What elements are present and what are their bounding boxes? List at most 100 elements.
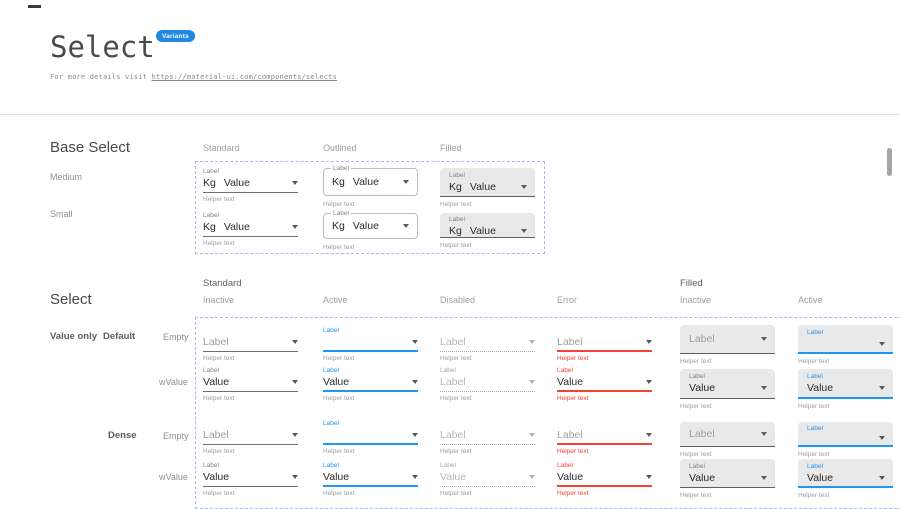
select-dense-inactive-empty[interactable]: Label Helper text (203, 419, 298, 455)
select-value: Value (440, 471, 467, 483)
dropdown-arrow-icon (521, 184, 527, 189)
helper-text: Helper text (798, 358, 830, 365)
select-filled-active-empty[interactable]: Label Helper text (798, 325, 893, 365)
kg-adornment: Kg (449, 180, 462, 193)
underline (203, 351, 298, 352)
helper-text: Helper text (680, 451, 712, 458)
select-standard-inactive-wvalue[interactable]: Label Value Helper text (203, 366, 298, 402)
helper-text: Helper text (557, 355, 589, 362)
base-select-dashed-outline (195, 161, 545, 254)
dropdown-arrow-icon (761, 385, 767, 390)
underline (557, 390, 652, 392)
dropdown-arrow-icon (879, 385, 885, 390)
filled-box: Label (798, 325, 893, 354)
filled-box: Label Value (798, 459, 893, 488)
row-label-wvalue: wValue (159, 377, 188, 387)
floating-label: Label (557, 367, 573, 374)
dropdown-arrow-icon (292, 340, 298, 344)
dropdown-arrow-icon (529, 340, 535, 344)
select-dense-inactive-wvalue[interactable]: Label Value Helper text (203, 461, 298, 497)
helper-text: Helper text (680, 492, 712, 499)
dropdown-arrow-icon (403, 224, 409, 228)
select-dense-error-empty[interactable]: Label Helper text (557, 419, 652, 455)
filled-box: Label Value (680, 369, 775, 399)
select-value: Value (469, 180, 496, 193)
details-link[interactable]: https://material-ui.com/components/selec… (151, 73, 337, 81)
floating-label: Label (449, 172, 465, 179)
select-filled-inactive-empty[interactable]: Label Helper text (680, 325, 775, 365)
state-header-inactive: Inactive (203, 295, 235, 305)
base-filled-small-select[interactable]: Label Kg Value Helper text (440, 213, 535, 249)
floating-label: Label (440, 367, 456, 374)
page-title: Select (50, 30, 155, 64)
scrollbar-thumb[interactable] (887, 148, 892, 176)
select-dense-active-empty[interactable]: Label Helper text (323, 419, 418, 455)
dropdown-arrow-icon (292, 380, 298, 384)
row-label-dense-empty: Empty (163, 431, 189, 441)
base-filled-medium-select[interactable]: Label Kg Value Helper text (440, 168, 535, 208)
underline (440, 486, 535, 487)
dropdown-arrow-icon (403, 180, 409, 184)
state-header-filled-inactive: Inactive (680, 295, 712, 305)
helper-text: Helper text (440, 395, 472, 402)
filled-box: Label Value (798, 369, 893, 399)
select-value: Value (323, 471, 350, 483)
select-dense-active-wvalue[interactable]: Label Value Helper text (323, 461, 418, 497)
dropdown-arrow-icon (292, 225, 298, 229)
select-filled-dense-active-wvalue[interactable]: Label Value Helper text (798, 459, 893, 499)
base-outlined-medium-select[interactable]: Label Kg Value Helper text (323, 165, 418, 208)
underline (440, 391, 535, 392)
select-value: Value (689, 381, 716, 394)
dropdown-arrow-icon (761, 475, 767, 480)
floating-label-slot (203, 326, 298, 335)
helper-text: Helper text (798, 403, 830, 410)
select-standard-active-empty[interactable]: Label Helper text (323, 326, 418, 362)
select-filled-active-wvalue[interactable]: Label Value Helper text (798, 369, 893, 410)
base-outlined-small-select[interactable]: Label Kg Value Helper text (323, 210, 418, 251)
underline (557, 485, 652, 487)
base-standard-small-select[interactable]: Label Kg Value Helper text (203, 211, 298, 247)
select-value: Value (223, 221, 250, 233)
filled-box: Label (680, 325, 775, 354)
floating-label: Label (323, 462, 339, 469)
helper-text: Helper text (323, 395, 355, 402)
dropdown-arrow-icon (412, 475, 418, 479)
dropdown-arrow-icon (879, 475, 885, 480)
select-standard-inactive-empty[interactable]: Label Helper text (203, 326, 298, 362)
select-standard-error-empty[interactable]: Label Helper text (557, 326, 652, 362)
dropdown-arrow-icon (529, 433, 535, 437)
floating-label: Label (203, 367, 219, 374)
floating-label: Label (323, 367, 339, 374)
row-label-empty: Empty (163, 332, 189, 342)
select-standard-error-wvalue[interactable]: Label Value Helper text (557, 366, 652, 402)
floating-label: Label (331, 165, 351, 173)
dropdown-arrow-icon (529, 380, 535, 384)
select-filled-dense-active-empty[interactable]: Label Helper text (798, 422, 893, 458)
select-value: Value (352, 176, 379, 188)
helper-text: Helper text (323, 355, 355, 362)
helper-text: Helper text (798, 492, 830, 499)
select-value: Value (323, 376, 350, 388)
select-value: Value (203, 471, 230, 483)
underline (323, 390, 418, 392)
dropdown-arrow-icon (761, 432, 767, 436)
top-left-dash (28, 5, 41, 8)
select-dense-error-wvalue[interactable]: Label Value Helper text (557, 461, 652, 497)
underline (440, 444, 535, 445)
base-standard-medium-select[interactable]: Label Kg Value Helper text (203, 167, 298, 203)
floating-label: Label (689, 373, 705, 380)
select-placeholder: Label (440, 336, 466, 348)
select-value: Value (557, 471, 584, 483)
select-value: Value (557, 376, 584, 388)
select-filled-inactive-wvalue[interactable]: Label Value Helper text (680, 369, 775, 410)
select-filled-dense-inactive-wvalue[interactable]: Label Value Helper text (680, 459, 775, 499)
select-standard-active-wvalue[interactable]: Label Value Helper text (323, 366, 418, 402)
floating-label: Label (331, 210, 351, 218)
select-placeholder: Label (440, 429, 466, 441)
underline (323, 485, 418, 487)
kg-adornment: Kg (203, 177, 216, 189)
select-filled-dense-inactive-empty[interactable]: Label Helper text (680, 422, 775, 458)
floating-label: Label (203, 212, 219, 219)
select-value: Value (807, 381, 834, 394)
state-header-active: Active (323, 295, 348, 305)
